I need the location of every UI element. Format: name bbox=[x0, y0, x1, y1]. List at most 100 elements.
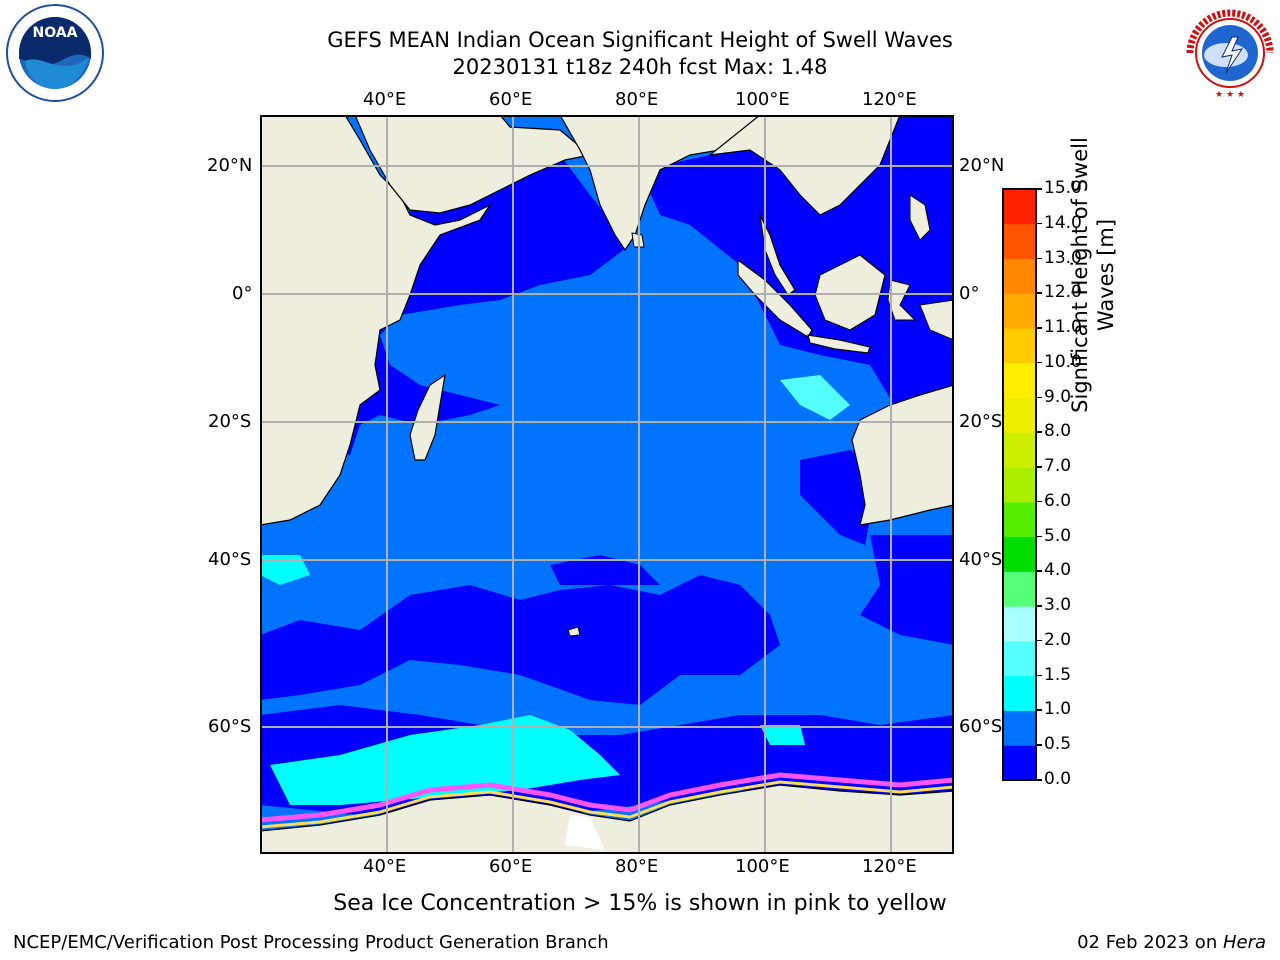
lat-label-left-20n: 20°N bbox=[207, 155, 253, 176]
lon-label-bottom-40e: 40°E bbox=[363, 856, 407, 877]
colorbar-tick-mark bbox=[1036, 709, 1042, 711]
chart-title: GEFS MEAN Indian Ocean Significant Heigh… bbox=[327, 28, 953, 52]
colorbar-tick-label: 5.0 bbox=[1044, 525, 1072, 546]
footer-host: Hera bbox=[1222, 932, 1266, 953]
colorbar-tick-mark bbox=[1036, 431, 1042, 433]
chart-subtitle: 20230131 t18z 240h fcst Max: 1.48 bbox=[452, 55, 828, 79]
colorbar-tick-label: 12.0 bbox=[1044, 282, 1082, 303]
southern-ocean-swell-cyan bbox=[270, 715, 620, 805]
map-frame bbox=[260, 115, 954, 854]
colorbar-segment bbox=[1003, 293, 1036, 329]
colorbar-tick-mark bbox=[1036, 327, 1042, 329]
colorbar-segment bbox=[1003, 189, 1036, 225]
footer-right: 02 Feb 2023 on Hera bbox=[1077, 932, 1266, 953]
colorbar-tick-label: 3.0 bbox=[1044, 595, 1072, 616]
lat-label-left-40s: 40°S bbox=[208, 549, 252, 570]
noaa-text: NOAA bbox=[33, 25, 78, 41]
colorbar-segment bbox=[1003, 467, 1036, 503]
java-land bbox=[807, 334, 871, 354]
colorbar-tick-mark bbox=[1036, 466, 1042, 468]
colorbar-tick-label: 14.0 bbox=[1044, 212, 1082, 233]
colorbar-tick-mark bbox=[1036, 188, 1042, 190]
colorbar-tick-mark bbox=[1036, 779, 1042, 781]
lat-label-right-0: 0° bbox=[959, 283, 980, 304]
bay-of-bengal-low-swell bbox=[640, 115, 954, 415]
antarctica-land bbox=[260, 784, 954, 854]
nws-logo: ★ ★ ★ bbox=[1184, 7, 1276, 100]
lon-label-top-100e: 100°E bbox=[735, 89, 790, 110]
colorbar-segment bbox=[1003, 745, 1036, 781]
lat-label-left-0: 0° bbox=[232, 283, 253, 304]
noaa-logo: NOAA bbox=[6, 4, 104, 102]
colorbar-segment bbox=[1003, 258, 1036, 294]
lon-label-top-80e: 80°E bbox=[615, 89, 659, 110]
south-east-cyan-patch bbox=[760, 725, 805, 745]
sea-ice-inner bbox=[260, 780, 954, 829]
lon-label-top-40e: 40°E bbox=[363, 89, 407, 110]
sea-ice-edge bbox=[260, 772, 954, 823]
colorbar-tick-mark bbox=[1036, 639, 1042, 642]
lon-label-bottom-100e: 100°E bbox=[735, 856, 790, 877]
arabia-land bbox=[354, 115, 592, 214]
colorbar-tick-label: 2.0 bbox=[1044, 629, 1072, 650]
colorbar-tick-label: 4.0 bbox=[1044, 560, 1072, 581]
colorbar-tick-label: 0.0 bbox=[1044, 769, 1072, 789]
colorbar-segment bbox=[1003, 328, 1036, 364]
colorbar-tick-label: 1.0 bbox=[1044, 699, 1072, 720]
svg-text:★ ★ ★: ★ ★ ★ bbox=[1215, 90, 1245, 100]
colorbar-segment bbox=[1003, 710, 1036, 746]
colorbar-tick-mark bbox=[1036, 535, 1042, 538]
colorbar-tick-mark bbox=[1036, 222, 1042, 225]
colorbar-segment bbox=[1003, 571, 1036, 607]
lon-label-bottom-80e: 80°E bbox=[615, 856, 659, 877]
lat-label-right-20s: 20°S bbox=[959, 411, 1003, 432]
sw-cyan-patch bbox=[260, 555, 310, 585]
colorbar-title: Significant Height of Swell Waves [m] bbox=[1067, 65, 1119, 485]
colorbar-tick-label: 8.0 bbox=[1044, 421, 1072, 442]
philippines-land bbox=[909, 194, 931, 241]
colorbar-tick-mark bbox=[1036, 361, 1042, 364]
lat-label-right-60s: 60°S bbox=[959, 716, 1003, 737]
colorbar-tick-mark bbox=[1036, 744, 1042, 746]
colorbar-tick-mark bbox=[1036, 570, 1042, 572]
colorbar-segment bbox=[1003, 675, 1036, 711]
colorbar-segment bbox=[1003, 432, 1036, 468]
graticule bbox=[260, 115, 954, 854]
colorbar-tick-mark bbox=[1036, 500, 1042, 503]
kerguelen-land bbox=[567, 626, 581, 637]
lat-label-left-20s: 20°S bbox=[208, 411, 252, 432]
colorbar-segment bbox=[1003, 640, 1036, 677]
east-cyan-patch bbox=[780, 375, 850, 420]
colorbar-tick-label: 9.0 bbox=[1044, 386, 1072, 407]
colorbar-tick-label: 7.0 bbox=[1044, 456, 1072, 477]
colorbar-segment bbox=[1003, 536, 1036, 572]
colorbar bbox=[1002, 188, 1037, 781]
lon-label-top-120e: 120°E bbox=[862, 89, 917, 110]
antarctica-shelf-white bbox=[565, 815, 605, 850]
lon-label-bottom-60e: 60°E bbox=[489, 856, 533, 877]
colorbar-segment bbox=[1003, 606, 1036, 642]
colorbar-tick-label: 11.0 bbox=[1044, 317, 1082, 338]
australia-land bbox=[851, 384, 954, 526]
colorbar-tick-label: 10.0 bbox=[1044, 351, 1082, 372]
colorbar-tick-mark bbox=[1036, 257, 1042, 260]
swell-height-map bbox=[260, 115, 954, 854]
colorbar-segment bbox=[1003, 362, 1036, 399]
colorbar-title-line2: Waves [m] bbox=[1094, 218, 1118, 332]
sea-ice-caption: Sea Ice Concentration > 15% is shown in … bbox=[333, 891, 947, 916]
lon-label-bottom-120e: 120°E bbox=[862, 856, 917, 877]
colorbar-segment bbox=[1003, 223, 1036, 260]
malay-peninsula-land bbox=[759, 214, 796, 296]
southern-low-swell-east bbox=[860, 535, 954, 645]
colorbar-tick-label: 15.0 bbox=[1044, 178, 1082, 198]
colorbar-tick-mark bbox=[1036, 396, 1042, 399]
southern-low-swell-central bbox=[550, 555, 660, 585]
southern-low-swell-west bbox=[260, 575, 780, 705]
sulawesi-land bbox=[887, 279, 917, 321]
colorbar-tick-label: 13.0 bbox=[1044, 247, 1082, 268]
lat-label-left-60s: 60°S bbox=[208, 716, 252, 737]
lat-label-right-40s: 40°S bbox=[959, 549, 1003, 570]
lon-label-top-60e: 60°E bbox=[489, 89, 533, 110]
madagascar-land bbox=[409, 373, 446, 461]
footer-date: 02 Feb 2023 on bbox=[1077, 932, 1223, 953]
